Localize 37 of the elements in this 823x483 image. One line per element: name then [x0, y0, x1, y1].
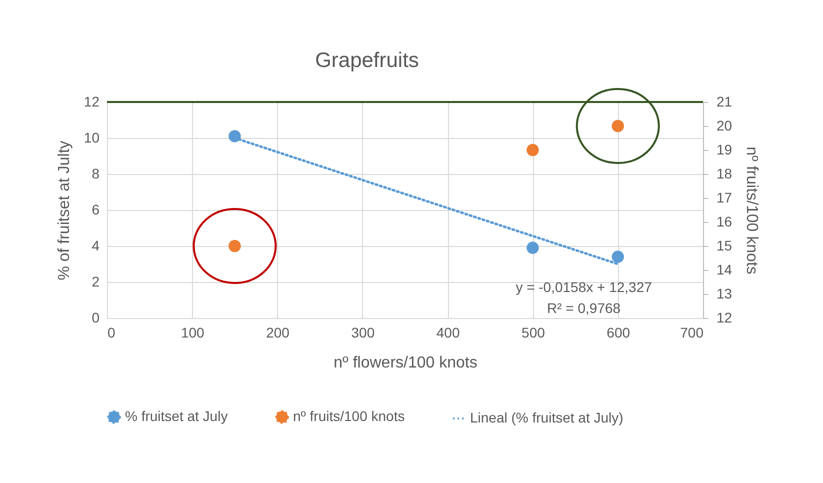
point [526, 242, 539, 254]
x-tick-label: 0 [108, 324, 116, 340]
x-tick-label: 200 [266, 324, 290, 340]
y2-tick-label: 12 [716, 310, 732, 326]
annotation: y = -0,0158x + 12,327 [516, 279, 652, 295]
legend-label: nº fruits/100 knots [293, 408, 405, 424]
y-tick-label: 8 [92, 166, 100, 182]
y-tick-label: 12 [84, 94, 100, 110]
legend-label: Lineal (% fruitset at July) [470, 410, 624, 426]
y-tick-label: 2 [92, 274, 100, 290]
y-tick-label: 4 [92, 238, 100, 254]
chart-title: Grapefruits [315, 49, 419, 72]
y2-tick-label: 15 [716, 238, 732, 254]
x-tick-label: 700 [680, 324, 704, 340]
point [612, 250, 624, 263]
legend-label: % fruitset at July [125, 408, 228, 424]
point [228, 130, 241, 142]
x-axis-title: nº flowers/100 knots [334, 354, 478, 372]
y-axis-title: % of fruitset at Julty [56, 140, 73, 280]
x-tick-label: 400 [436, 324, 460, 340]
y2-tick-label: 20 [716, 118, 732, 134]
x-tick-label: 100 [180, 324, 205, 340]
y2-tick-label: 14 [716, 262, 732, 278]
y2-tick-label: 17 [716, 190, 732, 206]
y-tick-label: 0 [92, 310, 100, 326]
y2-tick-label: 18 [716, 166, 732, 182]
x-tick-label: 300 [351, 324, 375, 340]
y2-tick-label: 16 [716, 214, 732, 230]
y-tick-label: 6 [92, 202, 100, 218]
x-tick-label: 600 [606, 324, 630, 340]
y2-tick-label: 19 [716, 142, 732, 158]
y2-tick-label: 21 [716, 94, 732, 110]
annotation: R² = 0,9768 [547, 300, 621, 316]
y2-tick-label: 13 [716, 286, 732, 302]
y-tick-label: 10 [84, 130, 100, 146]
x-tick-label: 500 [522, 324, 546, 340]
y2-axis-title: nº fruits/100 knots [743, 146, 760, 274]
